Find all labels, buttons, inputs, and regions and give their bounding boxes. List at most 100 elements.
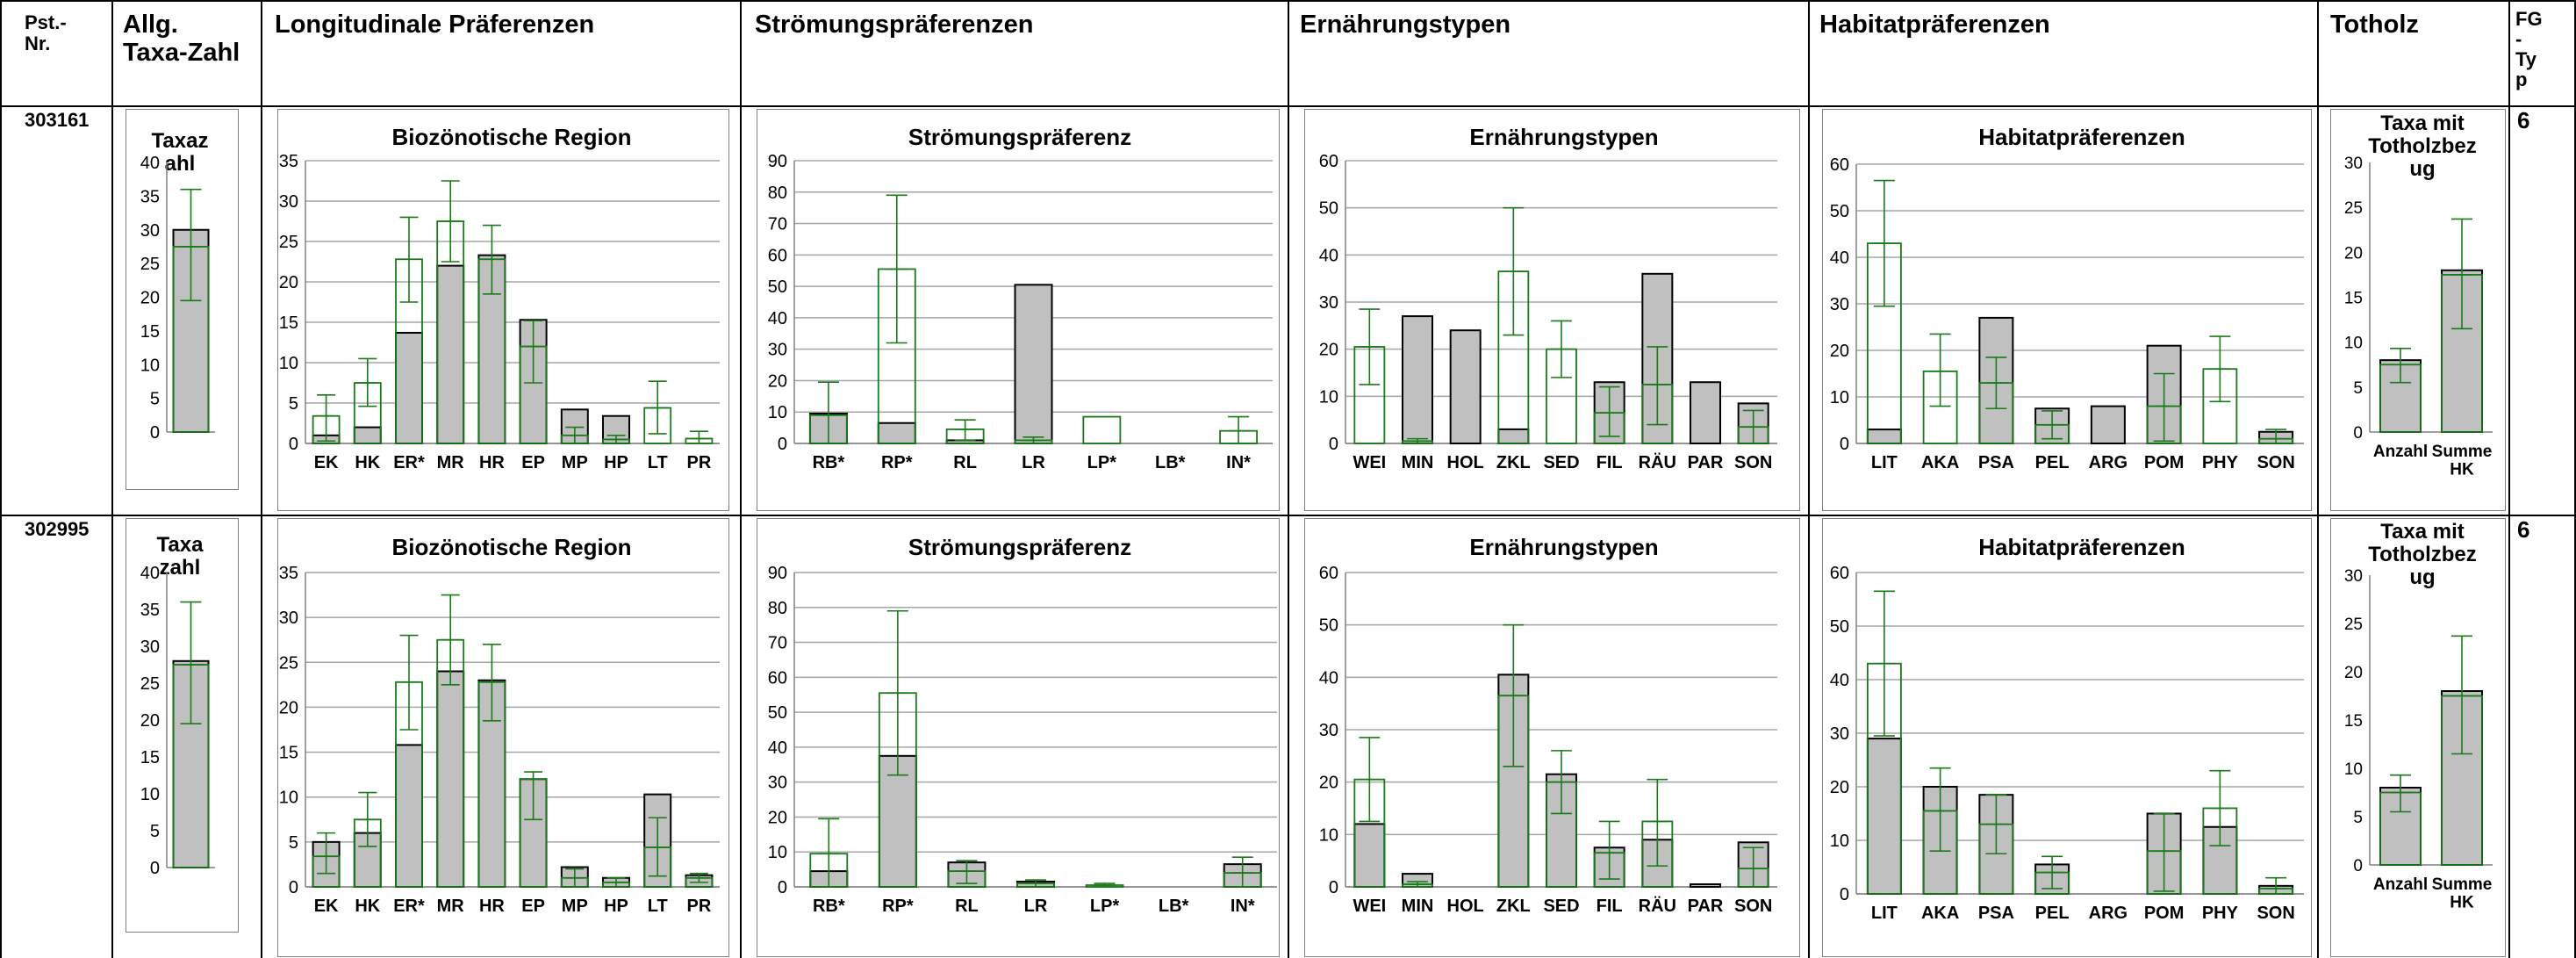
y-tick-label: 20 bbox=[768, 808, 787, 827]
header-stroemung: Strömungspräferenzen bbox=[755, 11, 1034, 39]
x-tick-label: POM bbox=[2144, 904, 2185, 923]
y-tick-label: 25 bbox=[2344, 199, 2363, 218]
x-tick-label: WEI bbox=[1353, 453, 1386, 472]
y-tick-label: 0 bbox=[2353, 424, 2363, 443]
y-tick-label: 35 bbox=[279, 564, 298, 583]
y-tick-label: 10 bbox=[140, 785, 160, 804]
x-tick-label: PR bbox=[687, 453, 712, 472]
chart-habitat: Habitatpräferenzen 0 10 20 30 40 50 60 LIT AKA PSA… bbox=[1830, 534, 2304, 923]
y-tick-label: 50 bbox=[1830, 617, 1849, 637]
chart-title: Habitatpräferenzen bbox=[1978, 534, 2185, 560]
y-tick-label: 5 bbox=[2353, 809, 2363, 827]
chart-totholz: Taxa mit Totholzbez ug 0 5 10 15 20 25 30 Anzahl Su… bbox=[2344, 520, 2493, 912]
y-tick-label: 0 bbox=[1329, 435, 1338, 454]
x-tick-label: PEL bbox=[2035, 904, 2070, 923]
y-tick-label: 10 bbox=[279, 354, 298, 373]
y-tick-label: 10 bbox=[768, 403, 787, 422]
x-tick-label: ARG bbox=[2089, 904, 2128, 923]
y-tick-label: 60 bbox=[1319, 152, 1338, 171]
y-tick-label: 0 bbox=[1840, 885, 1849, 904]
y-tick-label: 30 bbox=[1830, 295, 1849, 314]
y-tick-label: 10 bbox=[2344, 760, 2363, 779]
x-tick-label: LP* bbox=[1090, 897, 1120, 916]
x-tick-label: IN* bbox=[1226, 453, 1251, 472]
y-tick-label: 20 bbox=[279, 698, 298, 717]
bar bbox=[1866, 429, 1902, 445]
y-tick-label: 40 bbox=[768, 309, 787, 328]
bar bbox=[395, 744, 423, 888]
y-tick-label: 30 bbox=[768, 774, 787, 793]
x-tick-label: HOL bbox=[1447, 897, 1484, 916]
y-tick-label: 30 bbox=[140, 221, 160, 241]
bar bbox=[877, 421, 916, 445]
x-tick-label: LR bbox=[1024, 897, 1048, 916]
y-tick-label: 25 bbox=[2344, 616, 2363, 634]
y-tick-label: 70 bbox=[768, 215, 787, 234]
x-tick-label: MR bbox=[437, 897, 465, 916]
bar bbox=[1353, 823, 1386, 889]
y-tick-label: 80 bbox=[768, 599, 787, 618]
x-tick-label: LT bbox=[648, 453, 668, 472]
y-tick-label: 10 bbox=[768, 843, 787, 862]
y-tick-label: 10 bbox=[1830, 832, 1849, 851]
y-tick-label: 5 bbox=[150, 822, 160, 841]
y-tick-label: 0 bbox=[1329, 878, 1338, 897]
header-taxa: Allg. Taxa-Zahl bbox=[123, 11, 240, 67]
x-tick-label: RL bbox=[955, 897, 979, 916]
x-tick-label: HR bbox=[479, 453, 505, 472]
y-tick-label: 40 bbox=[140, 154, 160, 173]
y-tick-label: 35 bbox=[279, 152, 298, 171]
chart-stroemung: Strömungspräferenz 0 10 20 30 40 50 60 70 80 90 RB*… bbox=[768, 124, 1273, 472]
row-fg-typ: 6 bbox=[2517, 516, 2530, 543]
y-tick-label: 0 bbox=[150, 423, 160, 443]
y-tick-label: 20 bbox=[279, 273, 298, 292]
chart-stroemung: Strömungspräferenz 0 10 20 30 40 50 60 70 80 90 RB*… bbox=[768, 534, 1277, 916]
bar bbox=[353, 426, 382, 445]
x-tick-label: EK bbox=[314, 453, 339, 472]
y-tick-label: 10 bbox=[2344, 335, 2363, 353]
chart-title: Habitatpräferenzen bbox=[1978, 124, 2185, 150]
x-tick-label: PAR bbox=[1688, 453, 1724, 472]
y-tick-label: 0 bbox=[289, 878, 298, 897]
y-tick-label: 20 bbox=[1319, 774, 1338, 793]
x-tick-label: RP* bbox=[882, 897, 914, 916]
x-tick-label: AKA bbox=[1921, 904, 1959, 923]
row-station-id: 302995 bbox=[25, 518, 90, 540]
x-tick-label: ARG bbox=[2089, 453, 2128, 472]
reference-bar bbox=[1082, 415, 1122, 444]
chart-title: Taxa mit Totholzbez ug bbox=[2368, 520, 2477, 589]
header-habitat: Habitatpräferenzen bbox=[1819, 11, 2050, 39]
y-tick-label: 50 bbox=[1830, 202, 1849, 221]
header-fg-typ: FG - Ty p bbox=[2515, 8, 2543, 90]
chart-region: Biozönotische Region 0 5 10 15 20 25 30 35 EK HK ER… bbox=[279, 534, 720, 916]
x-tick-label: HK bbox=[355, 453, 380, 472]
y-tick-label: 20 bbox=[1830, 342, 1849, 361]
y-tick-label: 30 bbox=[2344, 567, 2363, 586]
x-tick-label: PEL bbox=[2035, 453, 2070, 472]
x-tick-label: IN* bbox=[1231, 897, 1255, 916]
x-tick-label: MP bbox=[562, 453, 588, 472]
chart-region: Biozönotische Region 0 5 10 15 20 25 30 35 EK HK ER… bbox=[279, 124, 720, 472]
y-tick-label: 60 bbox=[1830, 155, 1849, 175]
bar bbox=[1402, 315, 1433, 444]
y-tick-label: 25 bbox=[279, 233, 298, 252]
y-tick-label: 30 bbox=[1319, 293, 1338, 313]
bar bbox=[1866, 738, 1902, 895]
y-tick-label: 60 bbox=[1830, 564, 1849, 583]
bar bbox=[2090, 405, 2126, 445]
y-tick-label: 0 bbox=[1840, 435, 1849, 454]
y-tick-label: 20 bbox=[140, 289, 160, 308]
x-tick-label: MIN bbox=[1402, 453, 1434, 472]
x-tick-label: Summe HK bbox=[2432, 443, 2493, 479]
x-tick-label: EP bbox=[521, 453, 545, 472]
x-tick-label: Anzahl bbox=[2373, 875, 2428, 894]
x-tick-label: SON bbox=[2257, 453, 2294, 472]
y-tick-label: 40 bbox=[1830, 671, 1849, 690]
y-tick-label: 30 bbox=[279, 192, 298, 212]
y-tick-label: 40 bbox=[768, 738, 787, 758]
y-tick-label: 60 bbox=[768, 668, 787, 688]
